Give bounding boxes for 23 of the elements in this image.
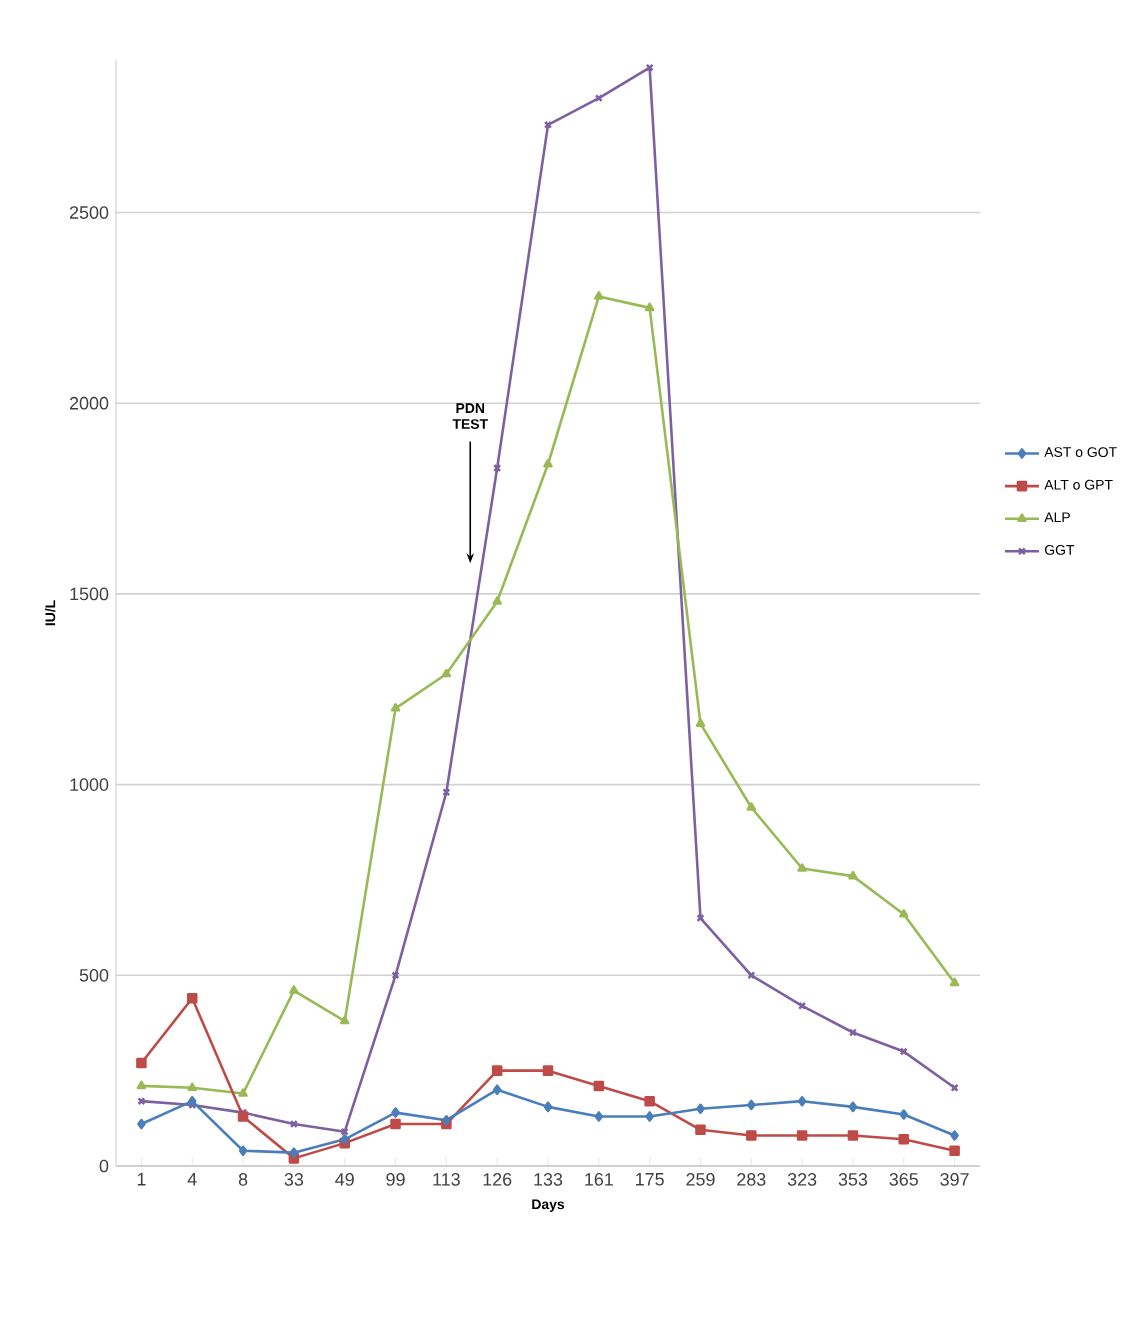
x-tick-label: 49 (335, 1173, 354, 1186)
x-tick-label: 126 (483, 1173, 512, 1186)
x-tick-label: 259 (686, 1173, 715, 1186)
x-tick-label: 99 (386, 1173, 405, 1186)
x-tick-label: 1 (137, 1173, 146, 1186)
y-tick-label: 1500 (70, 587, 109, 601)
x-tick-label: 113 (433, 1173, 460, 1186)
x-tick-label: 283 (737, 1173, 766, 1186)
x-tick-label: 33 (284, 1173, 304, 1186)
y-tick-label: 2000 (69, 396, 109, 410)
y-tick-label: 2500 (69, 206, 109, 219)
x-tick-label: 133 (534, 1173, 563, 1186)
x-tick-label: 353 (838, 1173, 868, 1186)
x-tick-label: 4 (187, 1173, 197, 1186)
x-tick-label: 397 (940, 1173, 969, 1186)
x-tick-label: 8 (238, 1173, 248, 1186)
y-tick-label: 1000 (70, 778, 109, 791)
x-tick-label: 161 (585, 1173, 613, 1186)
y-tick-label: 0 (99, 1159, 109, 1173)
y-tick-label: 500 (79, 968, 109, 982)
x-tick-label: 323 (787, 1173, 817, 1186)
x-tick-label: 175 (636, 1173, 664, 1186)
x-tick-label: 365 (889, 1173, 918, 1186)
